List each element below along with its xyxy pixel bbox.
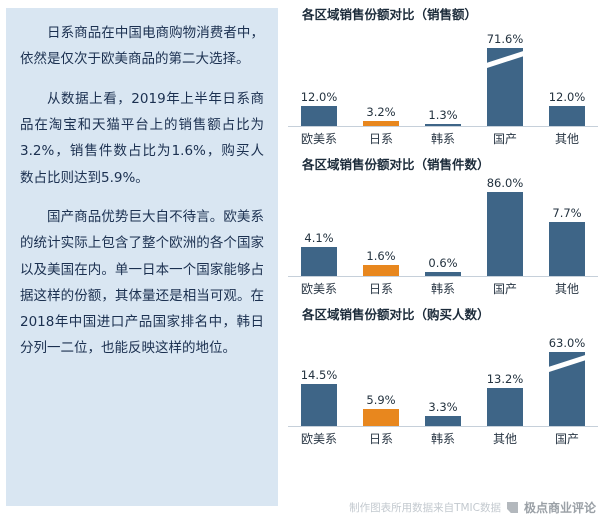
- chart-sales-volume: 各区域销售份额对比（销售件数） 4.1% 1.6% 0.6% 86.0% 7.7% 欧美…: [288, 154, 598, 297]
- category-label: 韩系: [430, 432, 455, 446]
- value-label: 63.0%: [548, 336, 586, 350]
- bar-column: 71.6%: [474, 32, 536, 126]
- bar-column: 4.1%: [288, 231, 350, 276]
- axis-break-mark: [487, 49, 523, 70]
- bar: [301, 105, 337, 126]
- category-label: 国产: [554, 432, 579, 446]
- bar-column: 12.0%: [288, 90, 350, 126]
- axis-break-mark: [549, 353, 585, 374]
- value-label: 4.1%: [304, 231, 334, 246]
- category-label: 国产: [492, 132, 517, 146]
- bar-column: 1.6%: [350, 249, 412, 276]
- category-axis: 欧美系 日系 韩系 其他 国产: [288, 427, 598, 447]
- category-label: 欧美系: [300, 132, 337, 146]
- value-label: 12.0%: [548, 89, 586, 104]
- watermark-text: 极点商业评论: [523, 501, 596, 515]
- bar: [487, 48, 523, 126]
- value-label: 3.3%: [428, 400, 458, 415]
- category-axis: 欧美系 日系 韩系 国产 其他: [288, 277, 598, 297]
- chart-buyer-count: 各区域销售份额对比（购买人数） 14.5% 5.9% 3.3% 13.2% 63.0% …: [288, 304, 598, 447]
- paragraph-analysis: 国产商品优势巨大自不待言。欧美系的统计实际上包含了整个欧洲的各个国家以及美国在内…: [20, 208, 264, 357]
- category-label: 韩系: [430, 282, 455, 296]
- bar: [549, 352, 585, 426]
- bar-column: 7.7%: [536, 206, 598, 276]
- bar-column: 12.0%: [536, 90, 598, 126]
- value-label: 7.7%: [552, 206, 582, 221]
- chart-title: 各区域销售份额对比（销售件数）: [302, 157, 490, 172]
- category-label: 日系: [368, 132, 393, 146]
- bar-column: 3.3%: [412, 400, 474, 426]
- value-label: 71.6%: [486, 32, 524, 46]
- value-label: 3.2%: [366, 104, 396, 119]
- bar: [363, 264, 399, 276]
- value-label: 1.6%: [366, 248, 396, 263]
- category-label: 其他: [554, 282, 579, 296]
- bar-column: 86.0%: [474, 176, 536, 276]
- category-label: 其他: [554, 132, 579, 146]
- bar: [301, 247, 337, 276]
- category-label: 日系: [368, 432, 393, 446]
- bar-column: 3.2%: [350, 105, 412, 126]
- bar: [425, 271, 461, 276]
- bar: [549, 222, 585, 276]
- bar-column: 5.9%: [350, 393, 412, 426]
- bar-column: 0.6%: [412, 256, 474, 276]
- bar-column: 63.0%: [536, 336, 598, 426]
- chart-title: 各区域销售份额对比（购买人数）: [302, 307, 490, 322]
- bar-area: 14.5% 5.9% 3.3% 13.2% 63.0%: [288, 324, 598, 427]
- category-label: 日系: [368, 282, 393, 296]
- value-label: 0.6%: [428, 255, 458, 270]
- text-panel: 日系商品在中国电商购物消费者中，依然是仅次于欧美商品的第二大选择。 从数据上看，…: [6, 8, 278, 506]
- paragraph-intro: 日系商品在中国电商购物消费者中，依然是仅次于欧美商品的第二大选择。: [20, 25, 264, 68]
- bar: [363, 408, 399, 426]
- category-label: 欧美系: [300, 432, 337, 446]
- bar-column: 1.3%: [412, 108, 474, 126]
- category-label: 其他: [492, 432, 517, 446]
- bar: [487, 387, 523, 426]
- footer: 制作图表所用数据来自TMIC数据 极点商业评论: [349, 499, 596, 516]
- category-label: 欧美系: [300, 282, 337, 296]
- bar: [549, 105, 585, 126]
- bar-column: 14.5%: [288, 368, 350, 426]
- value-label: 14.5%: [300, 367, 338, 382]
- bar: [425, 416, 461, 426]
- bar: [425, 123, 461, 126]
- chart-title: 各区域销售份额对比（销售额）: [302, 7, 478, 22]
- value-label: 12.0%: [300, 89, 338, 104]
- value-label: 86.0%: [486, 176, 524, 190]
- chart-sales-amount: 各区域销售份额对比（销售额） 12.0% 3.2% 1.3% 71.6% 12.0% 欧…: [288, 4, 598, 147]
- bar-area: 4.1% 1.6% 0.6% 86.0% 7.7%: [288, 174, 598, 277]
- value-label: 5.9%: [366, 392, 396, 407]
- watermark-logo-icon: [506, 502, 518, 513]
- value-label: 13.2%: [486, 371, 524, 386]
- bar-column: 13.2%: [474, 372, 536, 426]
- bar: [301, 383, 337, 426]
- bar: [487, 192, 523, 276]
- category-axis: 欧美系 日系 韩系 国产 其他: [288, 127, 598, 147]
- value-label: 1.3%: [428, 107, 458, 122]
- bar-area: 12.0% 3.2% 1.3% 71.6% 12.0%: [288, 24, 598, 127]
- bar: [363, 120, 399, 126]
- category-label: 韩系: [430, 132, 455, 146]
- data-source-note: 制作图表所用数据来自TMIC数据: [349, 502, 501, 514]
- charts-column: 各区域销售份额对比（销售额） 12.0% 3.2% 1.3% 71.6% 12.0% 欧…: [288, 4, 598, 454]
- paragraph-data: 从数据上看，2019年上半年日系商品在淘宝和天猫平台上的销售额占比为3.2%，销…: [20, 90, 264, 186]
- category-label: 国产: [492, 282, 517, 296]
